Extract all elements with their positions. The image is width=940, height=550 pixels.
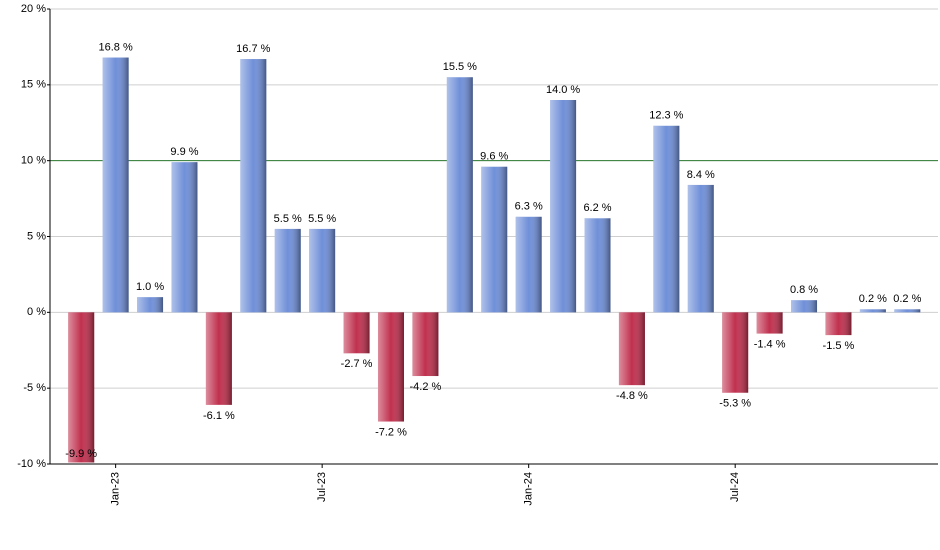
data-label: -5.3 % xyxy=(719,398,751,410)
bar-shade xyxy=(412,312,439,377)
bar-shade xyxy=(309,228,336,313)
data-label: 15.5 % xyxy=(443,61,477,73)
bar-shade xyxy=(653,125,680,313)
bar-shade xyxy=(722,312,749,393)
data-label: 1.0 % xyxy=(136,281,164,293)
bar-shade xyxy=(68,312,95,463)
x-tick-label: Jul-24 xyxy=(729,472,741,502)
x-tick-label: Jul-23 xyxy=(316,472,328,502)
bar-shade xyxy=(584,218,611,313)
bar-shade xyxy=(274,228,301,313)
data-label: 16.8 % xyxy=(99,41,133,53)
data-label: 9.6 % xyxy=(480,151,508,163)
data-label: 12.3 % xyxy=(649,110,683,122)
y-tick-label: 15 % xyxy=(21,79,46,91)
bar-shade xyxy=(756,312,783,334)
data-label: 6.2 % xyxy=(583,202,611,214)
data-label: -4.8 % xyxy=(616,390,648,402)
bar-shade xyxy=(687,184,714,313)
bar-shade xyxy=(205,312,232,405)
data-label: 8.4 % xyxy=(687,169,715,181)
data-label: 5.5 % xyxy=(308,213,336,225)
data-label: 6.3 % xyxy=(515,201,543,213)
bar-shade xyxy=(550,100,577,313)
data-label: 16.7 % xyxy=(236,43,270,55)
x-tick-label: Jan-24 xyxy=(523,472,535,506)
bar-shade xyxy=(515,216,542,313)
data-label: 9.9 % xyxy=(170,146,198,158)
bar-shade xyxy=(343,312,370,354)
data-label: 5.5 % xyxy=(274,213,302,225)
data-label: -4.2 % xyxy=(410,381,442,393)
y-tick-label: 20 % xyxy=(21,3,46,15)
bar-shade xyxy=(825,312,852,336)
bar-shade xyxy=(171,162,198,313)
y-tick-label: -10 % xyxy=(17,458,46,470)
data-label: 0.2 % xyxy=(859,293,887,305)
bar-shade xyxy=(137,297,164,313)
bar-shade xyxy=(894,309,921,313)
data-label: 0.8 % xyxy=(790,284,818,296)
data-label: 14.0 % xyxy=(546,84,580,96)
bar-shade xyxy=(377,312,404,422)
data-label: -2.7 % xyxy=(341,358,373,370)
y-tick-label: 5 % xyxy=(27,230,46,242)
bar-shade xyxy=(618,312,645,386)
data-label: 0.2 % xyxy=(893,293,921,305)
bar-shade xyxy=(791,300,818,313)
y-tick-label: 10 % xyxy=(21,155,46,167)
bar-shade xyxy=(102,57,129,313)
y-tick-label: -5 % xyxy=(23,382,46,394)
bar-shade xyxy=(446,77,473,313)
y-tick-label: 0 % xyxy=(27,306,46,318)
data-label: -7.2 % xyxy=(375,426,407,438)
bar-shade xyxy=(859,309,886,313)
x-tick-label: Jan-23 xyxy=(110,472,122,506)
data-label: -1.5 % xyxy=(823,340,855,352)
bar-shade xyxy=(481,166,508,313)
data-label: -6.1 % xyxy=(203,410,235,422)
data-label: -1.4 % xyxy=(754,338,786,350)
bar-shade xyxy=(240,59,267,313)
data-label: -9.9 % xyxy=(65,448,97,460)
